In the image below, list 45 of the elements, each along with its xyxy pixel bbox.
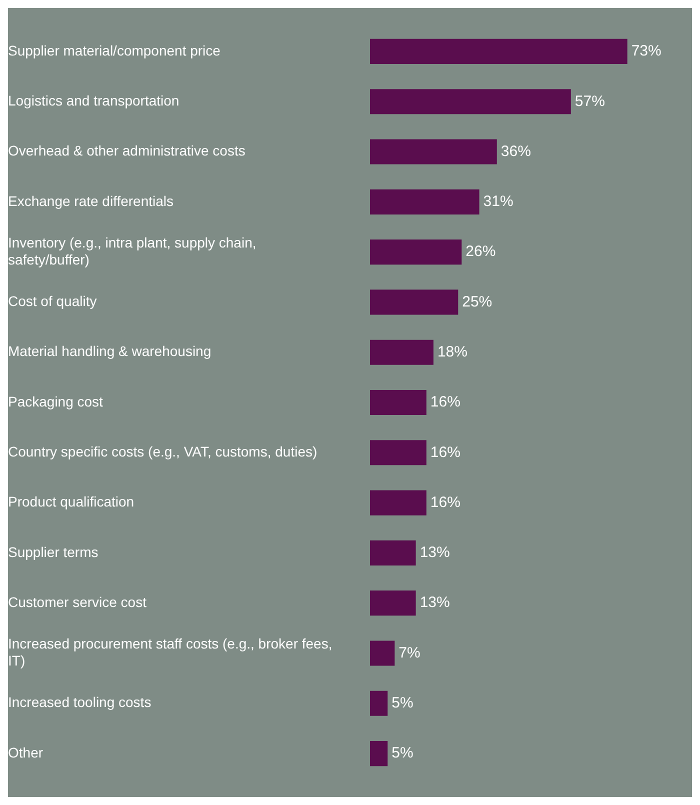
bar [370,340,434,365]
data-label: 73% [631,42,662,60]
y-tick-label: Cost of quality [8,293,97,310]
data-label: 36% [500,142,531,160]
bar [370,390,426,416]
y-tick-label: Increased tooling costs [8,694,152,710]
data-label: 18% [437,343,468,360]
data-label: 7% [398,644,420,662]
y-tick-label: Inventory (e.g., intra plant, supply chain, safety/buffer) [8,234,256,268]
data-label: 16% [430,394,460,411]
data-label: 16% [430,444,460,461]
data-label: 5% [392,744,414,762]
y-tick-label: Overhead & other administrative costs [8,142,246,159]
y-tick-label: Increased procurement staff costs (e.g., broker fees, IT) [8,636,332,668]
bar [370,740,388,766]
y-tick-label: Supplier material/component price [8,42,221,58]
bar [370,440,426,466]
data-label: 25% [462,293,492,310]
data-label: 13% [420,594,450,612]
bar [370,290,458,315]
bar [370,690,388,716]
y-tick-label: Other [8,744,44,760]
bar [370,490,426,516]
data-label: 31% [483,193,514,210]
bar [370,240,462,265]
bar [370,38,628,64]
y-tick-label: Material handling & warehousing [8,343,212,360]
y-tick-label: Customer service cost [8,594,147,610]
data-label: 57% [574,92,605,110]
data-label: 26% [466,243,496,260]
bar [370,640,395,666]
bar [370,139,497,164]
y-tick-label: Product qualification [8,494,134,510]
bar [370,540,416,566]
y-tick-label: Packaging cost [8,393,104,410]
y-tick-label: Country specific costs (e.g., VAT, customs, duties) [8,444,318,460]
data-label: 13% [420,544,450,562]
data-label: 5% [392,694,414,712]
data-label: 16% [430,494,460,511]
y-tick-label: Logistics and transportation [8,92,180,108]
y-tick-label: Exchange rate differentials [8,192,174,209]
bar [370,590,416,616]
bar [370,189,480,214]
bar [370,89,571,114]
y-tick-label: Supplier terms [8,544,98,560]
